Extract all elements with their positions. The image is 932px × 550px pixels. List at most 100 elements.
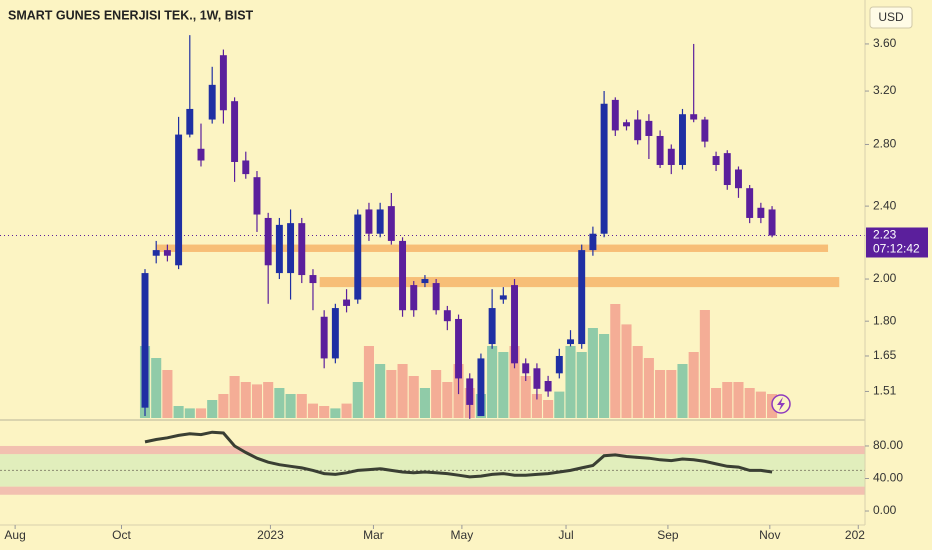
volume-bar <box>251 384 263 418</box>
candle-body <box>186 108 194 135</box>
volume-bar <box>643 358 654 418</box>
volume-bar <box>487 346 498 418</box>
volume-bar <box>722 382 733 418</box>
axes: 3.60 3.20 2.80 2.40 2.00 1.80 1.65 1.51 <box>14 36 897 529</box>
candle-body <box>701 119 709 142</box>
x-tick-label: Sep <box>657 528 679 542</box>
candle-body <box>387 206 395 241</box>
candle-body <box>757 207 765 218</box>
candle-body <box>522 363 530 374</box>
candle-body <box>253 177 261 215</box>
x-tick-label: May <box>451 528 474 542</box>
x-tick-label: Nov <box>759 528 780 542</box>
candle-body <box>376 209 384 234</box>
candle-body <box>544 380 552 392</box>
support-zone <box>156 244 829 252</box>
volume-bar <box>263 382 274 418</box>
candle-body <box>623 122 630 127</box>
countdown-label: 07:12:42 <box>873 242 920 256</box>
volume-bar <box>173 406 184 418</box>
candle-body <box>645 120 653 136</box>
candle-body <box>231 101 239 162</box>
volume-bar <box>498 352 509 418</box>
candle-body <box>354 214 362 300</box>
candle-body <box>399 240 407 311</box>
x-tick-label: Jul <box>558 528 573 542</box>
volume-bar <box>229 376 240 418</box>
volume-bar <box>565 346 576 418</box>
candle-body <box>768 209 776 236</box>
volume-bar <box>431 370 442 418</box>
volume-bar <box>711 388 722 418</box>
candle-body <box>477 358 485 417</box>
osc-y-tick-label: 40.00 <box>873 471 903 485</box>
candle-body <box>690 114 698 120</box>
y-tick-label: 1.80 <box>873 313 897 327</box>
volume-bar <box>307 403 319 418</box>
candle-body <box>611 99 619 131</box>
alert-icon-bolt <box>777 397 785 411</box>
candle-body <box>466 378 474 405</box>
price-axis-panel <box>865 0 932 550</box>
volume-bar <box>375 364 386 418</box>
candle-body <box>309 275 317 284</box>
volume-bar <box>408 376 419 418</box>
candle-body <box>499 295 507 300</box>
candle-body <box>734 169 742 189</box>
volume-bar <box>341 403 352 418</box>
volume-bar <box>520 376 531 418</box>
volume-bar <box>162 370 173 418</box>
candle-body <box>634 119 642 141</box>
last-price-box <box>866 227 928 258</box>
volume-bar <box>744 388 755 418</box>
candle-body <box>578 250 586 345</box>
chart-title: SMART GUNES ENERJISI TEK., 1W, BIST <box>8 8 254 22</box>
volume-bar <box>319 406 330 418</box>
candle-body <box>175 134 183 266</box>
volume-bar <box>699 310 710 418</box>
candle-body <box>208 84 216 120</box>
oscillator-line <box>144 430 773 479</box>
candle-body <box>320 316 328 359</box>
candle-body <box>600 103 608 234</box>
candle-body <box>432 283 440 311</box>
volume-bar <box>397 364 408 418</box>
volume-bar <box>610 304 621 418</box>
x-tick-label: Aug <box>4 528 25 542</box>
y-tick-label: 1.51 <box>873 384 897 398</box>
volume-bar <box>666 370 677 418</box>
volume-bar <box>733 382 744 418</box>
currency-button[interactable] <box>869 6 913 29</box>
candle-body <box>679 114 686 165</box>
volume-bar <box>755 391 766 418</box>
volume-bar <box>531 394 542 418</box>
candle-body <box>455 318 463 379</box>
candle-body <box>421 279 429 284</box>
candle-body <box>152 250 160 256</box>
candle-body <box>511 285 518 364</box>
volume-bar <box>184 408 195 418</box>
osc-y-tick-label: 80.00 <box>873 438 903 452</box>
volume-bar <box>543 400 554 418</box>
volume-bar <box>688 352 699 418</box>
candle-body <box>163 250 171 256</box>
oscillator-pane <box>0 430 865 495</box>
currency-label[interactable]: USD <box>878 10 904 24</box>
volume-bar <box>195 408 207 418</box>
candle-body <box>723 153 731 186</box>
volume-bar <box>509 346 520 418</box>
volume-bar <box>386 370 397 418</box>
candle-body <box>656 135 664 165</box>
candle-body <box>197 148 205 161</box>
candle-body <box>242 160 250 175</box>
candle-body <box>410 285 418 311</box>
y-tick-label: 1.65 <box>873 348 897 362</box>
volume-bar <box>419 388 430 418</box>
candle-body <box>746 188 754 218</box>
volume-bar <box>352 382 363 418</box>
osc-band <box>0 445 865 455</box>
volume-bar <box>576 352 587 418</box>
candle-body <box>567 339 574 345</box>
volume-bar <box>587 328 598 418</box>
